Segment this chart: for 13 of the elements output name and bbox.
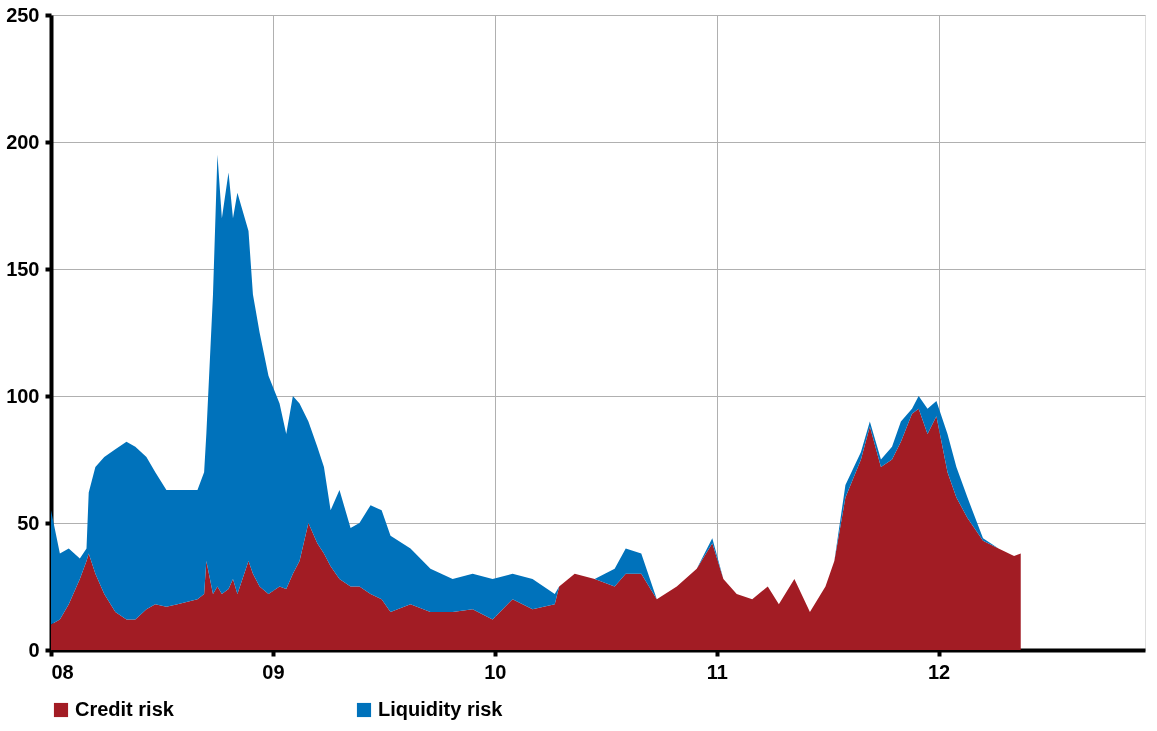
x-tick-label: 11 <box>706 660 728 683</box>
y-tick-label: 250 <box>6 3 40 26</box>
y-tick-label: 0 <box>28 638 40 661</box>
x-tick-label: 10 <box>484 660 507 683</box>
x-tick-label: 12 <box>928 660 951 683</box>
y-tick-label: 150 <box>6 257 40 280</box>
x-tick-label: 08 <box>51 660 74 683</box>
legend-label: Liquidity risk <box>378 698 504 720</box>
y-tick-label: 200 <box>6 130 40 153</box>
y-tick-label: 100 <box>6 384 40 407</box>
legend-label: Credit risk <box>75 698 175 720</box>
x-tick-label: 09 <box>262 660 285 683</box>
y-tick-label: 50 <box>17 511 40 534</box>
